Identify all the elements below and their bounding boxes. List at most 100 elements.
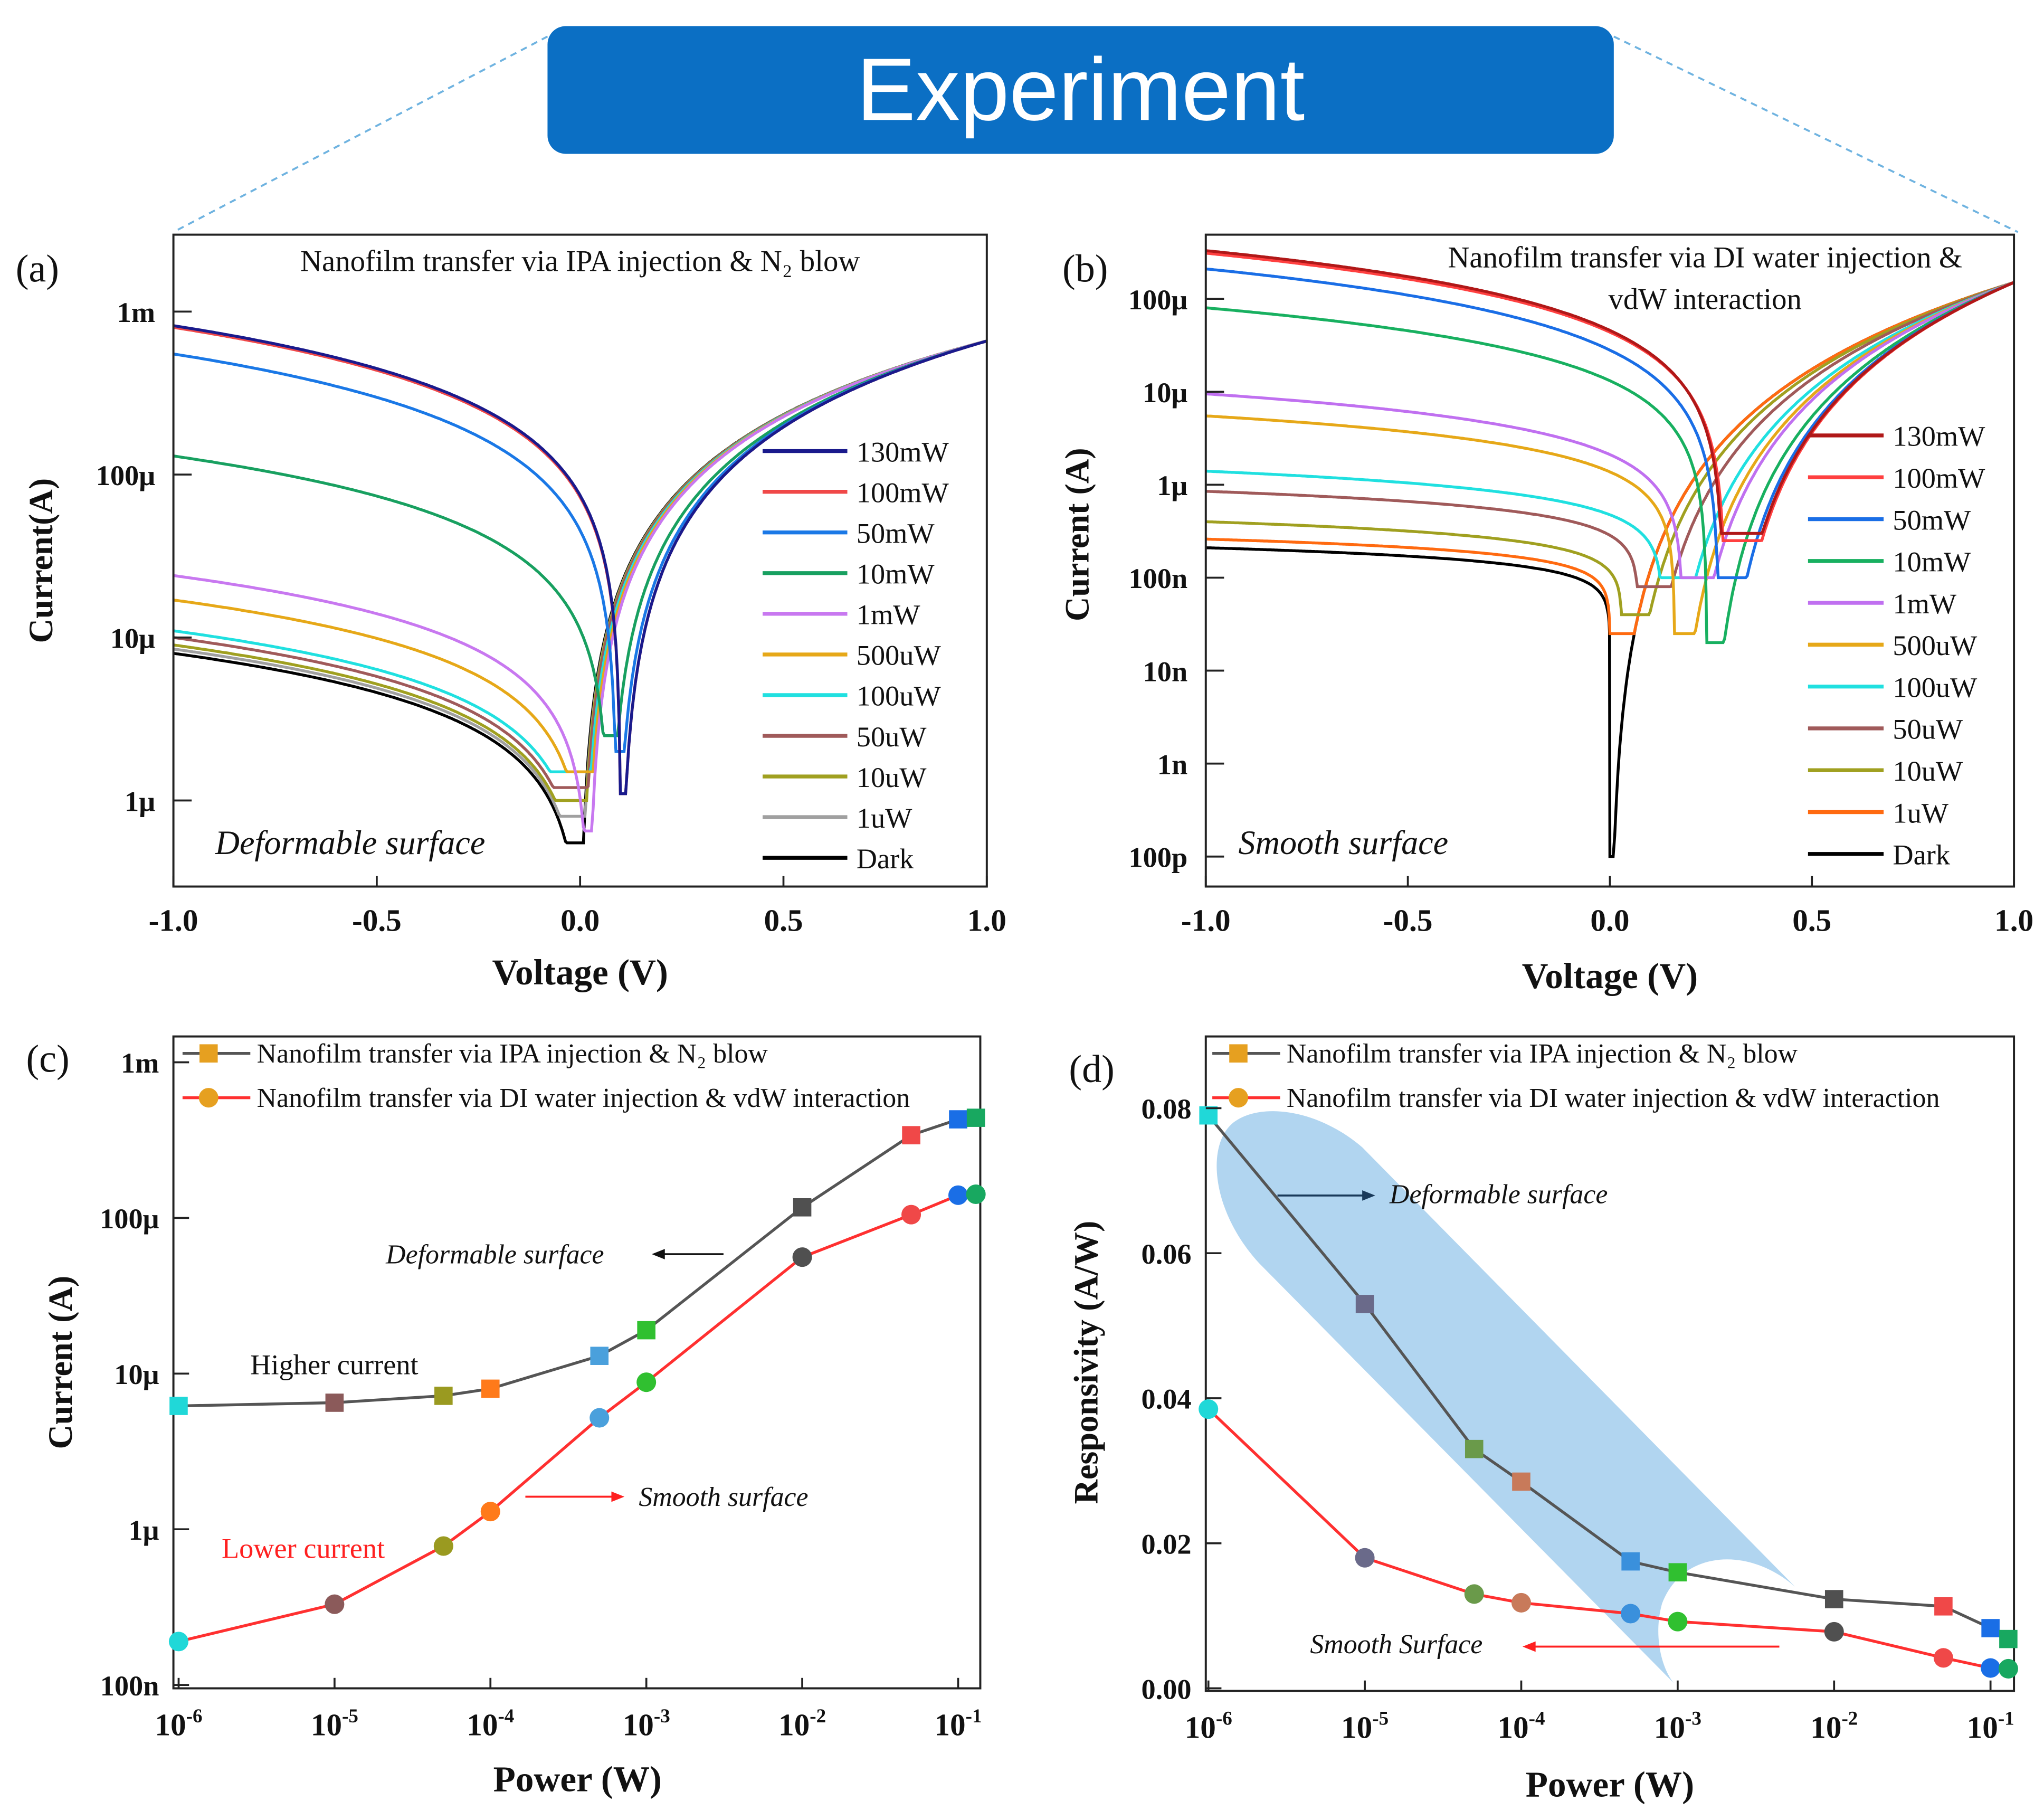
- y-tick-label: 100μ: [100, 1203, 159, 1235]
- y-tick-label: 0.04: [1142, 1383, 1192, 1415]
- legend-label: 500uW: [1893, 630, 1978, 661]
- arrow-head: [1362, 1190, 1375, 1201]
- legend-label: 100uW: [857, 680, 942, 712]
- data-point: [325, 1594, 345, 1614]
- data-point: [1999, 1629, 2018, 1648]
- legend-label: Nanofilm transfer via IPA injection & N₂…: [1287, 1039, 1798, 1069]
- y-tick-label: 10μ: [1143, 377, 1187, 409]
- data-point: [434, 1387, 453, 1405]
- data-point: [1355, 1548, 1375, 1568]
- y-tick-label: 1μ: [1157, 470, 1187, 501]
- x-tick-label: 1.0: [967, 903, 1006, 938]
- panel-label-d: (d): [1069, 1048, 1114, 1091]
- y-tick-label: 0.06: [1142, 1238, 1192, 1270]
- data-point: [480, 1502, 500, 1522]
- deformable-surface-annotation: Deformable surface: [385, 1239, 604, 1269]
- data-point: [949, 1110, 967, 1129]
- axis-x-tick-label: 10-3: [623, 1705, 670, 1742]
- data-point: [637, 1321, 655, 1340]
- axis-x-tick-label: 10-5: [1341, 1708, 1389, 1745]
- chart-title: Nanofilm transfer via IPA injection & N₂…: [300, 245, 860, 278]
- y-tick-label: 100μ: [1128, 284, 1187, 316]
- y-axis-title: Current (A): [42, 1276, 79, 1449]
- surface-annotation: Deformable surface: [215, 824, 486, 861]
- legend-label: 10uW: [857, 762, 927, 793]
- legend-label: 1uW: [857, 802, 912, 834]
- x-axis-title: Power (W): [1526, 1764, 1694, 1805]
- x-tick-label: -1.0: [1181, 903, 1231, 938]
- x-tick-label: -0.5: [352, 903, 402, 938]
- x-tick-label: 0.5: [1792, 903, 1831, 938]
- curve-10uW: [1205, 281, 2014, 617]
- legend-marker: [199, 1044, 218, 1063]
- series-line-ipa: [178, 1116, 976, 1408]
- x-axis-title: Power (W): [493, 1759, 662, 1799]
- y-tick-label: 0.00: [1142, 1673, 1192, 1705]
- data-point: [1668, 1612, 1688, 1632]
- x-tick-label: 0.0: [560, 903, 600, 938]
- y-axis-title: Current(A): [22, 478, 60, 643]
- chart-b: -1.0 -0.5 0.0 0.5 1.0 100μ 10μ 1μ 100n 10n 1n 100p 1…: [1058, 233, 2033, 996]
- data-point: [1621, 1604, 1641, 1624]
- header: Experiment: [173, 26, 2019, 233]
- smooth-surface-annotation: Smooth surface: [639, 1482, 808, 1512]
- smooth-surface-annotation: Smooth Surface: [1310, 1629, 1482, 1660]
- chart-title-line1: Nanofilm transfer via DI water injection…: [1448, 241, 1962, 274]
- curve-10mW: [1205, 281, 2014, 644]
- data-point: [792, 1247, 812, 1267]
- y-axis-title: Current (A): [1058, 448, 1096, 621]
- axis-x-tick-label: 10-4: [467, 1705, 514, 1742]
- axis-x-tick-label: 10-1: [1967, 1708, 2014, 1745]
- y-tick-label: 1m: [117, 297, 155, 328]
- data-point: [636, 1372, 657, 1392]
- curve-130mW: [173, 324, 987, 795]
- data-point: [590, 1347, 609, 1365]
- y-tick-label: 1μ: [128, 1514, 159, 1546]
- legend-label: 10mW: [857, 558, 935, 590]
- axis-x-tick-label: 10-6: [155, 1705, 202, 1742]
- legend-label: Nanofilm transfer via DI water injection…: [1287, 1083, 1940, 1113]
- legend-label: 1mW: [857, 599, 920, 631]
- axes-frame: [172, 1035, 982, 1690]
- data-point: [1512, 1472, 1530, 1491]
- y-tick-label: 0.08: [1142, 1093, 1192, 1125]
- y-axis-title: Responsivity (A/W): [1068, 1221, 1105, 1504]
- y-tick-label: 100n: [100, 1670, 159, 1702]
- data-point: [1934, 1597, 1953, 1616]
- curve-1mW: [173, 339, 987, 833]
- x-axis-title: Voltage (V): [492, 952, 668, 992]
- deformable-highlight-region: [1216, 1111, 1795, 1683]
- curve-500uW: [1205, 281, 2014, 636]
- data-point: [481, 1379, 500, 1398]
- legend-label: 1uW: [1893, 797, 1948, 829]
- data-point: [1981, 1619, 2000, 1637]
- data-point: [793, 1198, 812, 1217]
- y-tick-label: 100μ: [96, 460, 155, 491]
- axis-x-tick-label: 10-2: [778, 1705, 826, 1742]
- header-box: [547, 26, 1614, 154]
- x-tick-label: -0.5: [1383, 903, 1433, 938]
- data-point: [1465, 1439, 1484, 1458]
- data-point: [169, 1397, 188, 1415]
- header-dash-left: [173, 35, 548, 233]
- x-tick-label: 0.0: [1590, 903, 1629, 938]
- arrow-head: [1522, 1641, 1536, 1652]
- data-point: [1824, 1622, 1844, 1642]
- arrow-head: [611, 1491, 625, 1502]
- data-point: [1355, 1295, 1374, 1313]
- axis-x-tick-label: 10-6: [1185, 1708, 1232, 1745]
- axis-x-tick-label: 10-5: [311, 1705, 358, 1742]
- axis-x-tick-label: 10-2: [1810, 1708, 1858, 1745]
- data-point: [1933, 1648, 1953, 1668]
- panel-label-b: (b): [1062, 248, 1108, 291]
- legend-label: Nanofilm transfer via IPA injection & N₂…: [257, 1039, 768, 1069]
- chart-c: Nanofilm transfer via IPA injection & N₂…: [42, 1035, 986, 1799]
- legend-label: 50uW: [857, 721, 927, 753]
- y-tick-label: 1n: [1157, 748, 1187, 780]
- chart-d: Nanofilm transfer via IPA injection & N₂…: [1068, 1035, 2018, 1805]
- data-point: [325, 1394, 344, 1412]
- chart-title-line2: vdW interaction: [1609, 282, 1802, 316]
- data-point: [901, 1205, 921, 1225]
- data-point: [1199, 1106, 1218, 1125]
